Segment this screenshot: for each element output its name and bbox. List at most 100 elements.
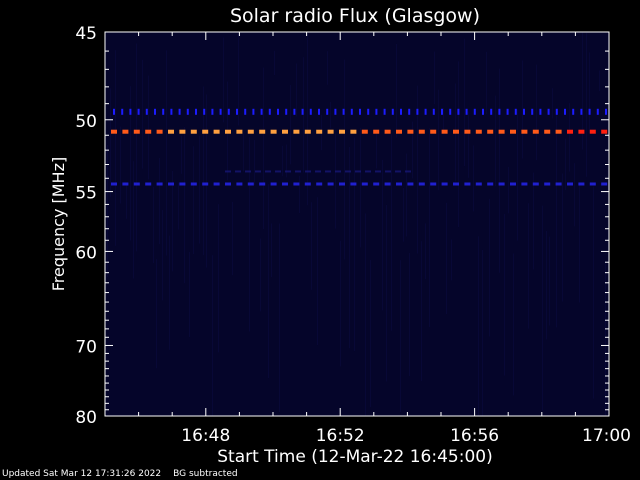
noise-stripe bbox=[458, 61, 459, 228]
band-3-dash bbox=[396, 182, 402, 186]
x-tick-label: 17:00 bbox=[582, 426, 631, 446]
noise-stripe bbox=[156, 259, 157, 369]
band-2-faint bbox=[235, 170, 241, 173]
noise-stripe bbox=[166, 50, 167, 256]
noise-stripe bbox=[238, 33, 239, 126]
noise-stripe bbox=[184, 126, 185, 284]
bg-subtracted-note: BG subtracted bbox=[173, 469, 238, 479]
band-0-mark bbox=[359, 108, 361, 115]
band-0-mark bbox=[260, 108, 263, 115]
band-2-faint bbox=[335, 170, 341, 173]
band-0-mark bbox=[473, 108, 476, 115]
band-3-dash bbox=[225, 182, 231, 186]
band-1-dash bbox=[487, 129, 494, 134]
noise-stripe bbox=[218, 204, 219, 353]
band-3-dash bbox=[453, 182, 459, 186]
band-3-dash bbox=[190, 182, 197, 186]
band-0-mark bbox=[252, 108, 255, 115]
band-0-mark bbox=[449, 108, 452, 115]
band-1-dash bbox=[510, 129, 516, 134]
band-0-mark bbox=[441, 108, 443, 115]
band-3-dash bbox=[350, 182, 357, 186]
noise-stripe bbox=[130, 86, 131, 241]
band-0-mark bbox=[523, 108, 525, 115]
x-tick-label: 16:48 bbox=[181, 426, 230, 446]
band-0-mark bbox=[129, 108, 132, 115]
noise-stripe bbox=[522, 60, 523, 159]
band-1-dash bbox=[475, 129, 482, 134]
band-1-dash bbox=[361, 129, 368, 134]
band-1-dash bbox=[247, 129, 254, 134]
band-2-faint bbox=[355, 170, 361, 173]
band-3-dash bbox=[521, 182, 528, 186]
band-0-mark bbox=[457, 108, 460, 115]
band-0-mark bbox=[514, 108, 517, 115]
noise-stripe bbox=[299, 175, 300, 214]
band-0-mark bbox=[555, 108, 558, 115]
band-1-dash bbox=[156, 129, 163, 134]
noise-stripe bbox=[279, 223, 280, 413]
band-1-dash bbox=[453, 129, 459, 134]
band-3-dash bbox=[498, 182, 505, 186]
band-3-dash bbox=[532, 182, 539, 186]
band-3-dash bbox=[601, 182, 608, 186]
noise-stripe bbox=[508, 166, 509, 214]
band-1-dash bbox=[601, 129, 608, 134]
band-0-mark bbox=[580, 108, 583, 115]
band-0-mark bbox=[375, 108, 378, 115]
y-tick-label: 70 bbox=[75, 337, 97, 357]
noise-stripe bbox=[148, 75, 149, 180]
band-0-mark bbox=[285, 108, 288, 115]
band-0-mark bbox=[211, 108, 214, 115]
band-1-dash bbox=[236, 129, 243, 134]
noise-stripe bbox=[579, 184, 580, 303]
band-3-dash bbox=[430, 182, 437, 186]
noise-stripe bbox=[593, 186, 594, 399]
band-1-dash bbox=[339, 129, 345, 134]
band-0-mark bbox=[113, 108, 115, 115]
band-2-faint bbox=[395, 170, 401, 173]
noise-stripe bbox=[412, 121, 413, 179]
noise-stripe bbox=[549, 236, 550, 326]
band-3-dash bbox=[384, 182, 391, 186]
band-1-dash bbox=[190, 129, 197, 134]
band-0-mark bbox=[195, 108, 197, 115]
noise-stripe bbox=[536, 64, 537, 161]
band-3-dash bbox=[373, 182, 380, 186]
band-3-dash bbox=[316, 182, 323, 186]
band-0-mark bbox=[531, 108, 534, 115]
y-tick-label: 45 bbox=[75, 24, 97, 44]
noise-stripe bbox=[451, 239, 452, 281]
band-0-mark bbox=[186, 108, 189, 115]
band-2-faint bbox=[315, 170, 321, 173]
noise-stripe bbox=[311, 202, 312, 290]
noise-stripe bbox=[271, 223, 272, 278]
noise-stripe bbox=[473, 145, 474, 212]
noise-stripe bbox=[386, 204, 387, 382]
noise-stripe bbox=[517, 109, 518, 241]
band-3-dash bbox=[418, 182, 425, 186]
band-1-dash bbox=[304, 129, 311, 134]
noise-stripe bbox=[172, 170, 173, 272]
band-1-dash bbox=[179, 129, 186, 134]
band-1-dash bbox=[282, 129, 288, 134]
noise-stripe bbox=[232, 201, 233, 276]
noise-stripe bbox=[193, 146, 194, 254]
band-1-dash bbox=[327, 129, 334, 134]
band-1-dash bbox=[441, 129, 448, 134]
band-1-dash bbox=[578, 129, 585, 134]
noise-stripe bbox=[274, 50, 275, 76]
band-2-faint bbox=[265, 170, 271, 173]
band-1-dash bbox=[202, 129, 209, 134]
noise-stripe bbox=[282, 145, 283, 177]
band-0-mark bbox=[301, 108, 304, 115]
noise-stripe bbox=[120, 126, 121, 204]
band-3-dash bbox=[567, 182, 573, 186]
x-tick-label: 16:52 bbox=[316, 426, 365, 446]
band-1-dash bbox=[396, 129, 402, 134]
noise-stripe bbox=[403, 187, 404, 242]
noise-stripe bbox=[438, 89, 439, 191]
band-3-dash bbox=[361, 182, 368, 186]
band-0-mark bbox=[318, 108, 320, 115]
noise-stripe bbox=[406, 153, 407, 237]
